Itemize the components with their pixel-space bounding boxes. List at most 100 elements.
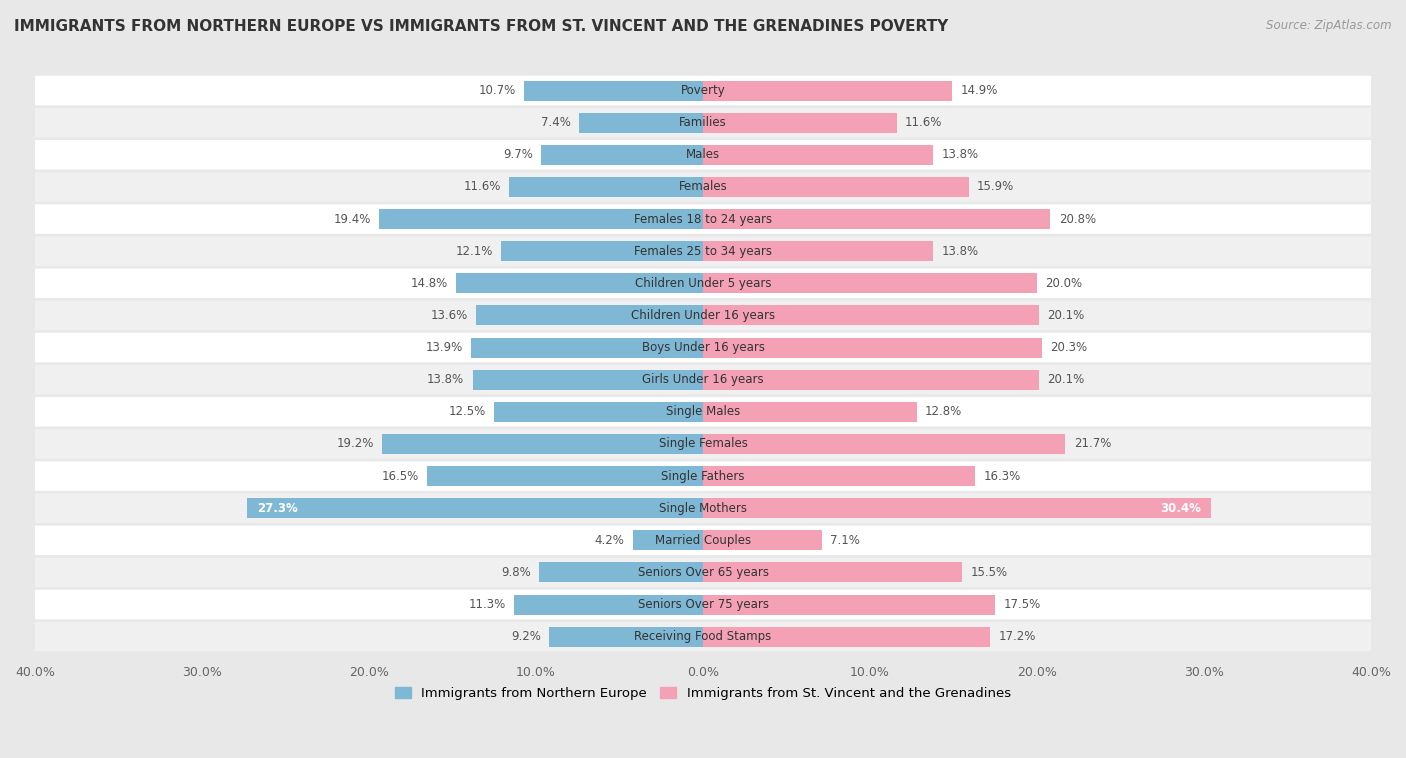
FancyBboxPatch shape: [35, 268, 1371, 298]
Text: 12.5%: 12.5%: [449, 406, 486, 418]
Bar: [703, 305, 1039, 325]
FancyBboxPatch shape: [35, 108, 1371, 137]
Bar: [495, 402, 703, 421]
Bar: [703, 209, 1050, 229]
Text: 12.8%: 12.8%: [925, 406, 962, 418]
Bar: [703, 466, 976, 486]
Text: 16.3%: 16.3%: [984, 469, 1021, 483]
Bar: [540, 562, 703, 582]
Bar: [703, 531, 821, 550]
Text: 30.4%: 30.4%: [1160, 502, 1201, 515]
Text: IMMIGRANTS FROM NORTHERN EUROPE VS IMMIGRANTS FROM ST. VINCENT AND THE GRENADINE: IMMIGRANTS FROM NORTHERN EUROPE VS IMMIG…: [14, 19, 948, 34]
Text: 9.2%: 9.2%: [512, 630, 541, 644]
FancyBboxPatch shape: [35, 333, 1371, 362]
Text: Single Mothers: Single Mothers: [659, 502, 747, 515]
Text: Married Couples: Married Couples: [655, 534, 751, 547]
Text: 27.3%: 27.3%: [257, 502, 298, 515]
Text: Girls Under 16 years: Girls Under 16 years: [643, 373, 763, 386]
Text: 13.8%: 13.8%: [942, 245, 979, 258]
Text: 13.6%: 13.6%: [430, 309, 468, 322]
Text: 16.5%: 16.5%: [382, 469, 419, 483]
Text: 4.2%: 4.2%: [595, 534, 624, 547]
Bar: [550, 627, 703, 647]
Text: Families: Families: [679, 116, 727, 129]
Text: 17.5%: 17.5%: [1004, 598, 1040, 611]
Text: 13.9%: 13.9%: [425, 341, 463, 354]
FancyBboxPatch shape: [35, 462, 1371, 491]
Text: 11.6%: 11.6%: [905, 116, 942, 129]
FancyBboxPatch shape: [35, 622, 1371, 651]
Text: 20.8%: 20.8%: [1059, 212, 1095, 226]
Legend: Immigrants from Northern Europe, Immigrants from St. Vincent and the Grenadines: Immigrants from Northern Europe, Immigra…: [389, 682, 1017, 706]
Bar: [515, 594, 703, 615]
Bar: [380, 209, 703, 229]
Bar: [703, 402, 917, 421]
Bar: [703, 241, 934, 262]
Bar: [703, 498, 1211, 518]
Text: 9.7%: 9.7%: [503, 149, 533, 161]
Text: Children Under 16 years: Children Under 16 years: [631, 309, 775, 322]
Bar: [703, 562, 962, 582]
Bar: [703, 594, 995, 615]
FancyBboxPatch shape: [35, 236, 1371, 266]
Bar: [471, 337, 703, 358]
FancyBboxPatch shape: [35, 172, 1371, 202]
Text: 14.9%: 14.9%: [960, 84, 998, 97]
Bar: [456, 274, 703, 293]
Text: 19.4%: 19.4%: [333, 212, 371, 226]
Text: 13.8%: 13.8%: [427, 373, 464, 386]
Bar: [703, 113, 897, 133]
Bar: [703, 337, 1042, 358]
Bar: [509, 177, 703, 197]
FancyBboxPatch shape: [35, 429, 1371, 459]
Text: Children Under 5 years: Children Under 5 years: [634, 277, 772, 290]
Text: 20.3%: 20.3%: [1050, 341, 1087, 354]
Bar: [472, 370, 703, 390]
FancyBboxPatch shape: [35, 365, 1371, 394]
Text: Females 25 to 34 years: Females 25 to 34 years: [634, 245, 772, 258]
Bar: [427, 466, 703, 486]
Text: Males: Males: [686, 149, 720, 161]
Text: Females 18 to 24 years: Females 18 to 24 years: [634, 212, 772, 226]
Bar: [501, 241, 703, 262]
Text: Single Fathers: Single Fathers: [661, 469, 745, 483]
Text: Females: Females: [679, 180, 727, 193]
Text: 17.2%: 17.2%: [998, 630, 1036, 644]
Text: Single Males: Single Males: [666, 406, 740, 418]
Bar: [703, 434, 1066, 454]
Text: 20.1%: 20.1%: [1047, 373, 1084, 386]
Text: 7.1%: 7.1%: [830, 534, 860, 547]
Text: 14.8%: 14.8%: [411, 277, 447, 290]
Bar: [703, 274, 1038, 293]
FancyBboxPatch shape: [35, 525, 1371, 555]
Text: 12.1%: 12.1%: [456, 245, 492, 258]
Bar: [247, 498, 703, 518]
Bar: [703, 627, 990, 647]
Text: 15.9%: 15.9%: [977, 180, 1014, 193]
Text: 11.3%: 11.3%: [468, 598, 506, 611]
Text: Source: ZipAtlas.com: Source: ZipAtlas.com: [1267, 19, 1392, 32]
FancyBboxPatch shape: [35, 493, 1371, 523]
Bar: [703, 80, 952, 101]
FancyBboxPatch shape: [35, 140, 1371, 170]
Bar: [382, 434, 703, 454]
Bar: [703, 145, 934, 164]
Text: Seniors Over 75 years: Seniors Over 75 years: [637, 598, 769, 611]
FancyBboxPatch shape: [35, 397, 1371, 427]
Text: 20.1%: 20.1%: [1047, 309, 1084, 322]
Text: 21.7%: 21.7%: [1074, 437, 1111, 450]
Text: 11.6%: 11.6%: [464, 180, 501, 193]
Bar: [579, 113, 703, 133]
Bar: [524, 80, 703, 101]
Text: 9.8%: 9.8%: [501, 566, 531, 579]
Text: Receiving Food Stamps: Receiving Food Stamps: [634, 630, 772, 644]
FancyBboxPatch shape: [35, 204, 1371, 233]
Text: 7.4%: 7.4%: [541, 116, 571, 129]
Text: 13.8%: 13.8%: [942, 149, 979, 161]
FancyBboxPatch shape: [35, 558, 1371, 587]
Bar: [475, 305, 703, 325]
FancyBboxPatch shape: [35, 301, 1371, 330]
FancyBboxPatch shape: [35, 76, 1371, 105]
Text: 10.7%: 10.7%: [478, 84, 516, 97]
Bar: [703, 177, 969, 197]
